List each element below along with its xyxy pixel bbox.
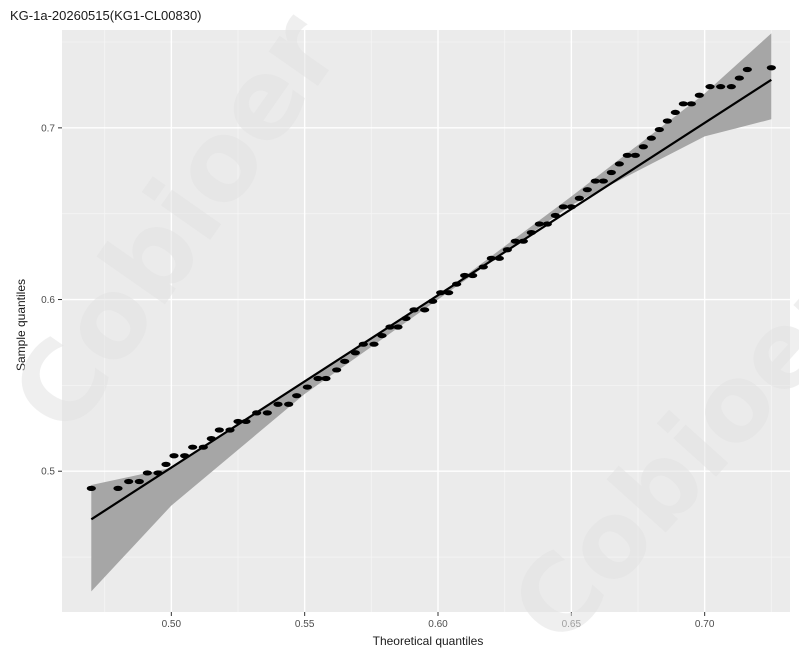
data-point bbox=[262, 410, 272, 416]
data-point bbox=[198, 444, 208, 450]
data-point bbox=[169, 453, 179, 459]
data-point bbox=[153, 470, 163, 476]
data-point bbox=[225, 427, 235, 433]
x-axis-label: Theoretical quantiles bbox=[373, 634, 484, 648]
y-tick-label: 0.5 bbox=[41, 467, 55, 478]
data-point bbox=[180, 453, 190, 459]
data-point bbox=[358, 341, 368, 347]
data-point bbox=[369, 341, 379, 347]
data-point bbox=[273, 401, 283, 407]
data-point bbox=[638, 144, 648, 150]
data-point bbox=[582, 187, 592, 193]
data-point bbox=[494, 255, 504, 261]
data-point bbox=[313, 375, 323, 382]
data-point bbox=[534, 221, 544, 227]
data-point bbox=[574, 195, 584, 201]
data-point bbox=[340, 358, 350, 364]
data-point bbox=[393, 324, 403, 330]
data-points-layer bbox=[86, 65, 776, 491]
data-point bbox=[252, 410, 262, 416]
data-point bbox=[766, 65, 776, 71]
data-point bbox=[654, 126, 664, 133]
x-tick-label: 0.70 bbox=[695, 619, 715, 630]
data-point bbox=[420, 307, 430, 313]
data-point bbox=[161, 461, 171, 467]
data-point bbox=[734, 75, 744, 81]
data-point bbox=[614, 161, 624, 167]
data-point bbox=[206, 436, 216, 442]
data-point bbox=[350, 350, 360, 356]
data-point bbox=[302, 384, 312, 390]
data-point bbox=[606, 169, 616, 176]
chart-title: KG-1a-20260515(KG1-CL00830) bbox=[10, 8, 202, 23]
data-point bbox=[134, 478, 144, 485]
data-point bbox=[662, 118, 672, 124]
data-point bbox=[292, 393, 302, 399]
data-point bbox=[214, 427, 224, 433]
data-point bbox=[124, 478, 134, 485]
data-point bbox=[401, 315, 411, 322]
data-point bbox=[550, 212, 560, 219]
data-point bbox=[436, 290, 446, 296]
data-point bbox=[694, 92, 704, 98]
data-point bbox=[86, 485, 96, 491]
y-axis-ticks: 0.5 0.6 0.7 bbox=[41, 123, 62, 478]
data-point bbox=[241, 418, 251, 425]
data-point bbox=[284, 401, 294, 407]
data-point bbox=[542, 221, 552, 227]
data-point bbox=[526, 229, 536, 236]
data-point bbox=[478, 264, 488, 270]
data-point bbox=[726, 84, 736, 90]
data-point bbox=[321, 375, 331, 382]
data-point bbox=[646, 135, 656, 141]
x-tick-label: 0.55 bbox=[295, 619, 315, 630]
data-point bbox=[428, 298, 438, 304]
x-tick-label: 0.60 bbox=[428, 619, 448, 630]
data-point bbox=[444, 290, 454, 296]
data-point bbox=[566, 204, 576, 210]
x-axis-ticks: 0.50 0.55 0.60 0.65 0.70 bbox=[162, 612, 715, 630]
data-point bbox=[670, 109, 680, 116]
data-point bbox=[409, 307, 419, 313]
y-tick-label: 0.6 bbox=[41, 295, 55, 306]
data-point bbox=[742, 66, 752, 73]
data-point bbox=[558, 204, 568, 210]
data-point bbox=[590, 178, 600, 184]
y-axis-label: Sample quantiles bbox=[14, 279, 28, 371]
data-point bbox=[630, 152, 640, 158]
data-point bbox=[113, 485, 123, 491]
data-point bbox=[510, 238, 520, 244]
data-point bbox=[678, 101, 688, 107]
data-point bbox=[142, 470, 152, 476]
data-point bbox=[705, 84, 715, 90]
data-point bbox=[716, 84, 726, 90]
data-point bbox=[377, 332, 387, 339]
y-tick-label: 0.7 bbox=[41, 123, 55, 134]
data-point bbox=[598, 178, 608, 184]
data-point bbox=[332, 367, 342, 373]
data-point bbox=[385, 324, 395, 330]
x-tick-label: 0.50 bbox=[162, 619, 182, 630]
data-point bbox=[188, 444, 198, 450]
data-point bbox=[468, 272, 478, 279]
data-point bbox=[452, 281, 462, 287]
data-point bbox=[502, 247, 512, 253]
data-point bbox=[233, 418, 243, 425]
data-point bbox=[518, 238, 528, 244]
data-point bbox=[460, 272, 470, 279]
data-point bbox=[622, 152, 632, 158]
data-point bbox=[486, 255, 496, 261]
x-tick-label: 0.65 bbox=[562, 619, 582, 630]
minor-gridlines bbox=[62, 30, 790, 612]
data-point bbox=[686, 101, 696, 107]
